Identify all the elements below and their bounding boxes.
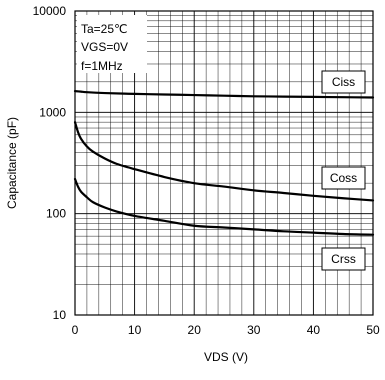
ciss-curve	[73, 90, 375, 99]
x-tick-label: 0	[72, 323, 79, 337]
x-tick-label: 50	[366, 323, 380, 337]
ciss-label-box	[321, 70, 366, 94]
curves	[73, 90, 375, 236]
condition-temperature: Ta=25℃	[81, 22, 128, 36]
plot-frame	[74, 10, 374, 316]
crss-label-text: Crss	[331, 252, 356, 266]
coss-label-text: Coss	[330, 171, 357, 185]
condition-vgs: VGS=0V	[81, 40, 128, 54]
condition-frequency: f=1MHz	[81, 59, 123, 73]
ciss-label-text: Ciss	[332, 75, 355, 89]
x-tick-label: 10	[128, 323, 142, 337]
ciss-label: Ciss	[321, 70, 366, 94]
conditions-box: Ta=25℃ VGS=0V f=1MHz	[77, 15, 147, 73]
crss-curve	[73, 177, 375, 236]
crss-label: Crss	[321, 247, 366, 271]
y-tick-label: 10000	[33, 4, 67, 18]
x-tick-label: 40	[307, 323, 321, 337]
y-tick-label: 100	[46, 207, 66, 221]
crss-label-box	[321, 247, 366, 271]
tick-labels: 0 10 20 30 40 50 10 100 1000 10000	[33, 4, 380, 337]
y-tick-label: 1000	[39, 105, 66, 119]
x-axis-label: VDS (V)	[204, 350, 248, 364]
x-tick-label: 30	[247, 323, 261, 337]
x-tick-label: 20	[188, 323, 202, 337]
series-labels: Ciss Coss Crss	[321, 70, 366, 271]
coss-label-box	[321, 166, 366, 190]
conditions-box-background	[77, 15, 147, 73]
y-tick-label: 10	[53, 308, 67, 322]
coss-label: Coss	[321, 166, 366, 190]
coss-curve	[73, 121, 375, 202]
y-axis-label: Capacitance (pF)	[5, 117, 19, 209]
